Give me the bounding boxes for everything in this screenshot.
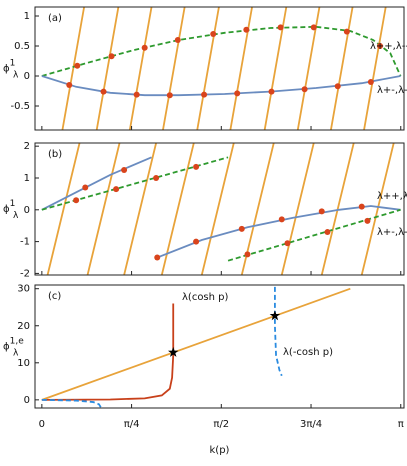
y-tick-label: 0.5	[14, 41, 30, 52]
dot	[334, 83, 341, 90]
y-tick-label: 0	[24, 395, 30, 406]
dot	[244, 251, 251, 258]
y-label-symbol: ϕ	[3, 204, 10, 215]
panel: 10.50-0.5(a)λ++,λ--λ+-,λ-+ϕ1λ	[3, 6, 407, 131]
y-axis-label: ϕ1 λ	[3, 58, 19, 80]
star	[168, 346, 179, 357]
y-tick-label: 1	[24, 11, 30, 22]
dot	[113, 186, 120, 193]
y-tick-label: 1	[24, 173, 30, 184]
panel-label: (c)	[48, 291, 61, 302]
panel-label: (b)	[48, 149, 62, 160]
annotation: λ++,λ--	[370, 41, 407, 52]
dot	[238, 225, 245, 232]
plot-area	[41, 7, 402, 130]
dot	[121, 167, 128, 174]
y-tick-label: -1	[20, 237, 30, 248]
dot	[367, 79, 374, 85]
curve	[41, 286, 283, 408]
dot	[277, 24, 284, 31]
y-axis-label: ϕ1 λ	[3, 199, 19, 221]
dot	[193, 163, 200, 170]
dot	[301, 86, 308, 93]
annotation: λ(-cosh p)	[283, 347, 333, 358]
curve	[41, 303, 175, 401]
y-label-subscript: λ	[13, 70, 19, 80]
curve	[61, 7, 387, 130]
frame	[34, 284, 405, 409]
dot	[377, 43, 384, 49]
dot	[73, 197, 80, 204]
panel: 210-1-2(b)λ++,λ--λ+-,λ-+ϕ1λ	[3, 141, 407, 279]
y-tick-label: 2	[24, 141, 30, 152]
y-label-superscript: 1,e	[10, 336, 25, 346]
curve	[41, 75, 401, 97]
y-label-superscript: 1	[10, 58, 16, 68]
y-label-symbol: ϕ	[3, 342, 10, 353]
x-tick-label: π/4	[124, 419, 140, 430]
x-tick-label: π/2	[213, 419, 229, 430]
y-tick-label: -0.5	[10, 101, 30, 112]
y-tick-label: 30	[17, 284, 30, 295]
dot	[66, 82, 73, 88]
annotation: λ(cosh p)	[182, 292, 229, 303]
y-label-subscript: λ	[13, 348, 19, 358]
dot	[278, 216, 285, 223]
frame	[34, 142, 405, 276]
dot	[324, 229, 331, 236]
x-tick-label: π	[398, 419, 404, 430]
dot	[174, 37, 181, 43]
dot	[100, 88, 107, 95]
dot	[364, 217, 371, 224]
frame	[34, 6, 405, 131]
annotation: λ+-,λ-+	[377, 227, 407, 238]
y-tick-label: 10	[17, 358, 30, 369]
y-tick-label: 0	[24, 71, 30, 82]
dot	[268, 88, 275, 95]
y-axis-label: ϕ1,e λ	[3, 336, 24, 358]
dot	[133, 91, 140, 98]
dot	[74, 62, 81, 69]
dot	[82, 184, 89, 191]
dot	[318, 208, 325, 215]
x-axis-label: k(p)	[210, 445, 230, 456]
x-tick-label: 0	[39, 419, 45, 430]
dot	[141, 44, 148, 51]
annotation: λ+-,λ-+	[377, 85, 407, 96]
y-tick-label: -2	[20, 268, 30, 279]
y-tick-label: 0	[24, 205, 30, 216]
dot	[153, 174, 160, 181]
panel-label: (a)	[48, 13, 62, 24]
y-tick-label: 20	[17, 321, 30, 332]
dot	[210, 31, 217, 37]
y-label-superscript: 1	[10, 199, 16, 209]
dot	[358, 203, 365, 210]
panel: 30 20 10 0 0 π/4 π/2 3π/4 π (c) λ(cosh p) λ(-cosh p…	[3, 284, 405, 456]
dot	[166, 92, 173, 99]
curve	[41, 287, 351, 401]
dot	[201, 91, 208, 98]
dot	[234, 90, 241, 97]
dot	[154, 254, 161, 261]
dot	[310, 24, 317, 31]
x-tick-label: 3π/4	[300, 419, 322, 430]
y-label-subscript: λ	[13, 211, 19, 221]
star	[269, 310, 281, 321]
dot	[284, 240, 291, 247]
plot-area	[41, 143, 401, 275]
curve	[46, 143, 395, 275]
dot	[193, 238, 200, 245]
dot	[243, 26, 250, 33]
dot	[343, 28, 350, 35]
y-label-symbol: ϕ	[3, 64, 10, 75]
curve	[41, 156, 401, 260]
annotation: λ++,λ--	[377, 191, 407, 202]
dot	[108, 53, 115, 60]
